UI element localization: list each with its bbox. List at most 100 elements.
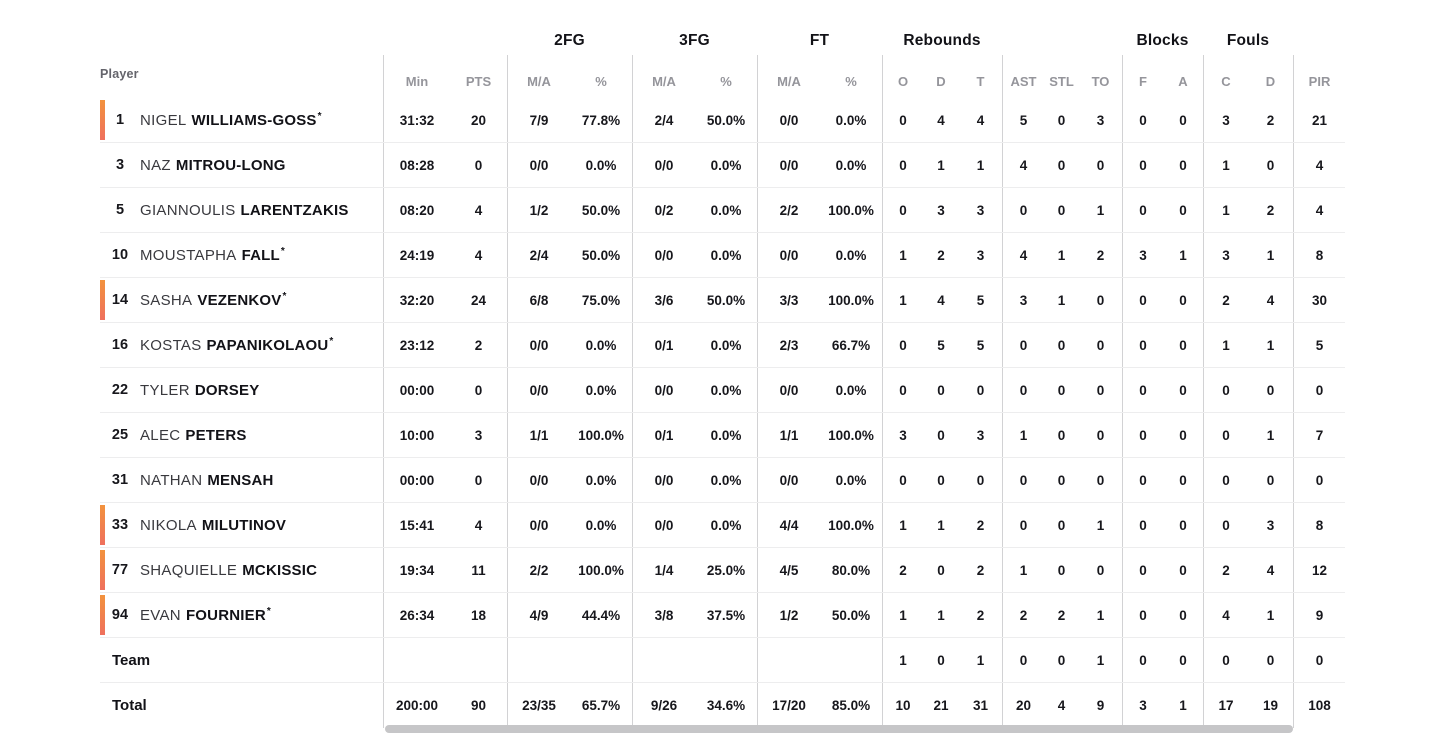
jersey-number: 94 [111, 607, 129, 623]
stat-reb-d: 1 [937, 517, 945, 533]
stat-reb-d: 1 [937, 607, 945, 623]
stat-pts: 24 [470, 292, 487, 308]
stat-3fg-pct: 0.0% [710, 517, 742, 533]
stat-pir: 5 [1293, 323, 1345, 367]
stat-reb-o: 3 [882, 413, 923, 457]
stat-stl: 0 [1057, 427, 1066, 443]
stat-to: 0 [1096, 337, 1105, 353]
stat-2fg-pct: 0.0% [585, 472, 617, 488]
stat-stl: 0 [1057, 337, 1066, 353]
stat-blk-a: 0 [1179, 427, 1187, 443]
stat-ft-ma: 0/0 [757, 143, 820, 187]
stat-ast: 1 [1002, 413, 1044, 457]
column-header-foul-c: C [1203, 55, 1248, 98]
stat-3fg-ma: 3/8 [632, 593, 695, 637]
stat-pir: 4 [1293, 188, 1345, 232]
player-first-name: SASHA [140, 291, 193, 309]
stat-ft-ma: 2/2 [757, 188, 820, 232]
stat-3fg-ma [632, 638, 695, 682]
stat-blk-a: 0 [1179, 337, 1187, 353]
stat-foul-c: 0 [1203, 638, 1248, 682]
stat-3fg-pct: 0.0% [710, 247, 742, 263]
stat-pts: 18 [470, 607, 487, 623]
stat-reb-o: 1 [882, 503, 923, 547]
stat-ast: 0 [1002, 368, 1044, 412]
stat-foul-d: 1 [1266, 607, 1275, 623]
column-header-blk-f: F [1122, 55, 1163, 98]
stat-2fg-ma: 4/9 [507, 593, 570, 637]
stat-reb-o: 0 [882, 143, 923, 187]
stat-3fg-ma: 0/0 [632, 458, 695, 502]
column-header-pts: PTS [465, 74, 492, 89]
stat-ft-ma: 0/0 [757, 368, 820, 412]
stat-reb-t: 0 [976, 472, 985, 488]
player-name-cell[interactable]: 1 NIGEL WILLIAMS-GOSS * [100, 98, 383, 142]
stat-ft-ma: 4/4 [757, 503, 820, 547]
player-first-name: ALEC [140, 426, 181, 444]
box-score-table: 2FG 3FG FT Rebounds Blocks Fouls Player Min PTS… [100, 0, 1345, 728]
column-header-stl: STL [1049, 74, 1074, 89]
player-name-cell[interactable]: 14 SASHA VEZENKOV * [100, 278, 383, 322]
player-row: 77SHAQUIELLEMCKISSIC*19:34112/2100.0%1/4… [100, 548, 1345, 593]
stat-foul-d: 19 [1262, 698, 1279, 713]
stat-2fg-pct [570, 638, 632, 682]
stat-reb-o: 1 [882, 593, 923, 637]
stat-3fg-pct [695, 638, 757, 682]
stat-ast: 4 [1002, 143, 1044, 187]
stat-ft-pct [820, 638, 882, 682]
player-name-cell[interactable]: 94 EVAN FOURNIER * [100, 593, 383, 637]
column-header-to: TO [1091, 74, 1110, 89]
player-first-name: TYLER [140, 381, 190, 399]
stat-3fg-pct: 0.0% [710, 157, 742, 173]
stat-foul-d: 2 [1266, 202, 1275, 218]
stat-pts: 0 [474, 157, 483, 173]
stat-reb-t: 31 [972, 698, 989, 713]
group-header-spacer [1002, 0, 1122, 55]
stat-pir: 108 [1293, 683, 1345, 728]
group-header-spacer [1293, 0, 1345, 55]
stat-2fg-ma: 2/4 [507, 233, 570, 277]
jersey-number: 3 [115, 157, 125, 173]
stat-ft-pct: 100.0% [828, 427, 874, 443]
player-row: 22TYLERDORSEY*00:0000/00.0%0/00.0%0/00.0… [100, 368, 1345, 413]
stat-pts: 3 [474, 427, 483, 443]
stat-2fg-pct: 77.8% [581, 112, 621, 128]
stat-min: 200:00 [383, 683, 450, 728]
player-first-name: GIANNOULIS [140, 201, 236, 219]
stat-3fg-ma: 0/0 [632, 233, 695, 277]
jersey-number: 31 [111, 472, 129, 488]
stat-reb-t: 1 [976, 157, 985, 173]
player-name-cell[interactable]: 10 MOUSTAPHA FALL * [100, 233, 383, 277]
player-row: 1 NIGEL WILLIAMS-GOSS * 31:32 20 7/9 77.8% 2/4 50… [100, 98, 1345, 143]
player-last-name: FOURNIER [185, 606, 266, 624]
column-header-row: Player Min PTS M/A% M/A% M/A% O D T AST STL TO F A C D P… [100, 55, 1345, 98]
stat-blk-a: 0 [1179, 202, 1187, 218]
horizontal-scrollbar[interactable] [385, 725, 1293, 733]
stat-pir: 9 [1293, 593, 1345, 637]
group-header-ft: FT [809, 32, 830, 49]
stat-ft-ma [757, 638, 820, 682]
stat-min: 31:32 [383, 98, 450, 142]
stat-reb-d: 4 [937, 292, 945, 308]
jersey-number: 1 [115, 112, 125, 128]
stat-foul-c: 1 [1203, 188, 1248, 232]
stat-blk-a: 0 [1179, 112, 1187, 128]
player-name-cell[interactable]: 16 KOSTAS PAPANIKOLAOU * [100, 323, 383, 367]
total-row: Total 200:00 90 23/35 65.7% 9/26 34.6% 17/20 85.… [100, 683, 1345, 728]
stat-3fg-ma: 0/1 [632, 323, 695, 367]
stat-3fg-ma: 0/0 [632, 368, 695, 412]
stat-foul-c: 2 [1203, 548, 1248, 592]
player-row: 25ALECPETERS*10:0031/1100.0%0/10.0%1/110… [100, 413, 1345, 458]
player-last-name: MCKISSIC [242, 561, 318, 579]
stat-blk-a: 0 [1179, 157, 1187, 173]
column-header-foul-d: D [1265, 74, 1276, 89]
group-header-blocks: Blocks [1136, 32, 1189, 49]
stat-ast: 4 [1002, 233, 1044, 277]
